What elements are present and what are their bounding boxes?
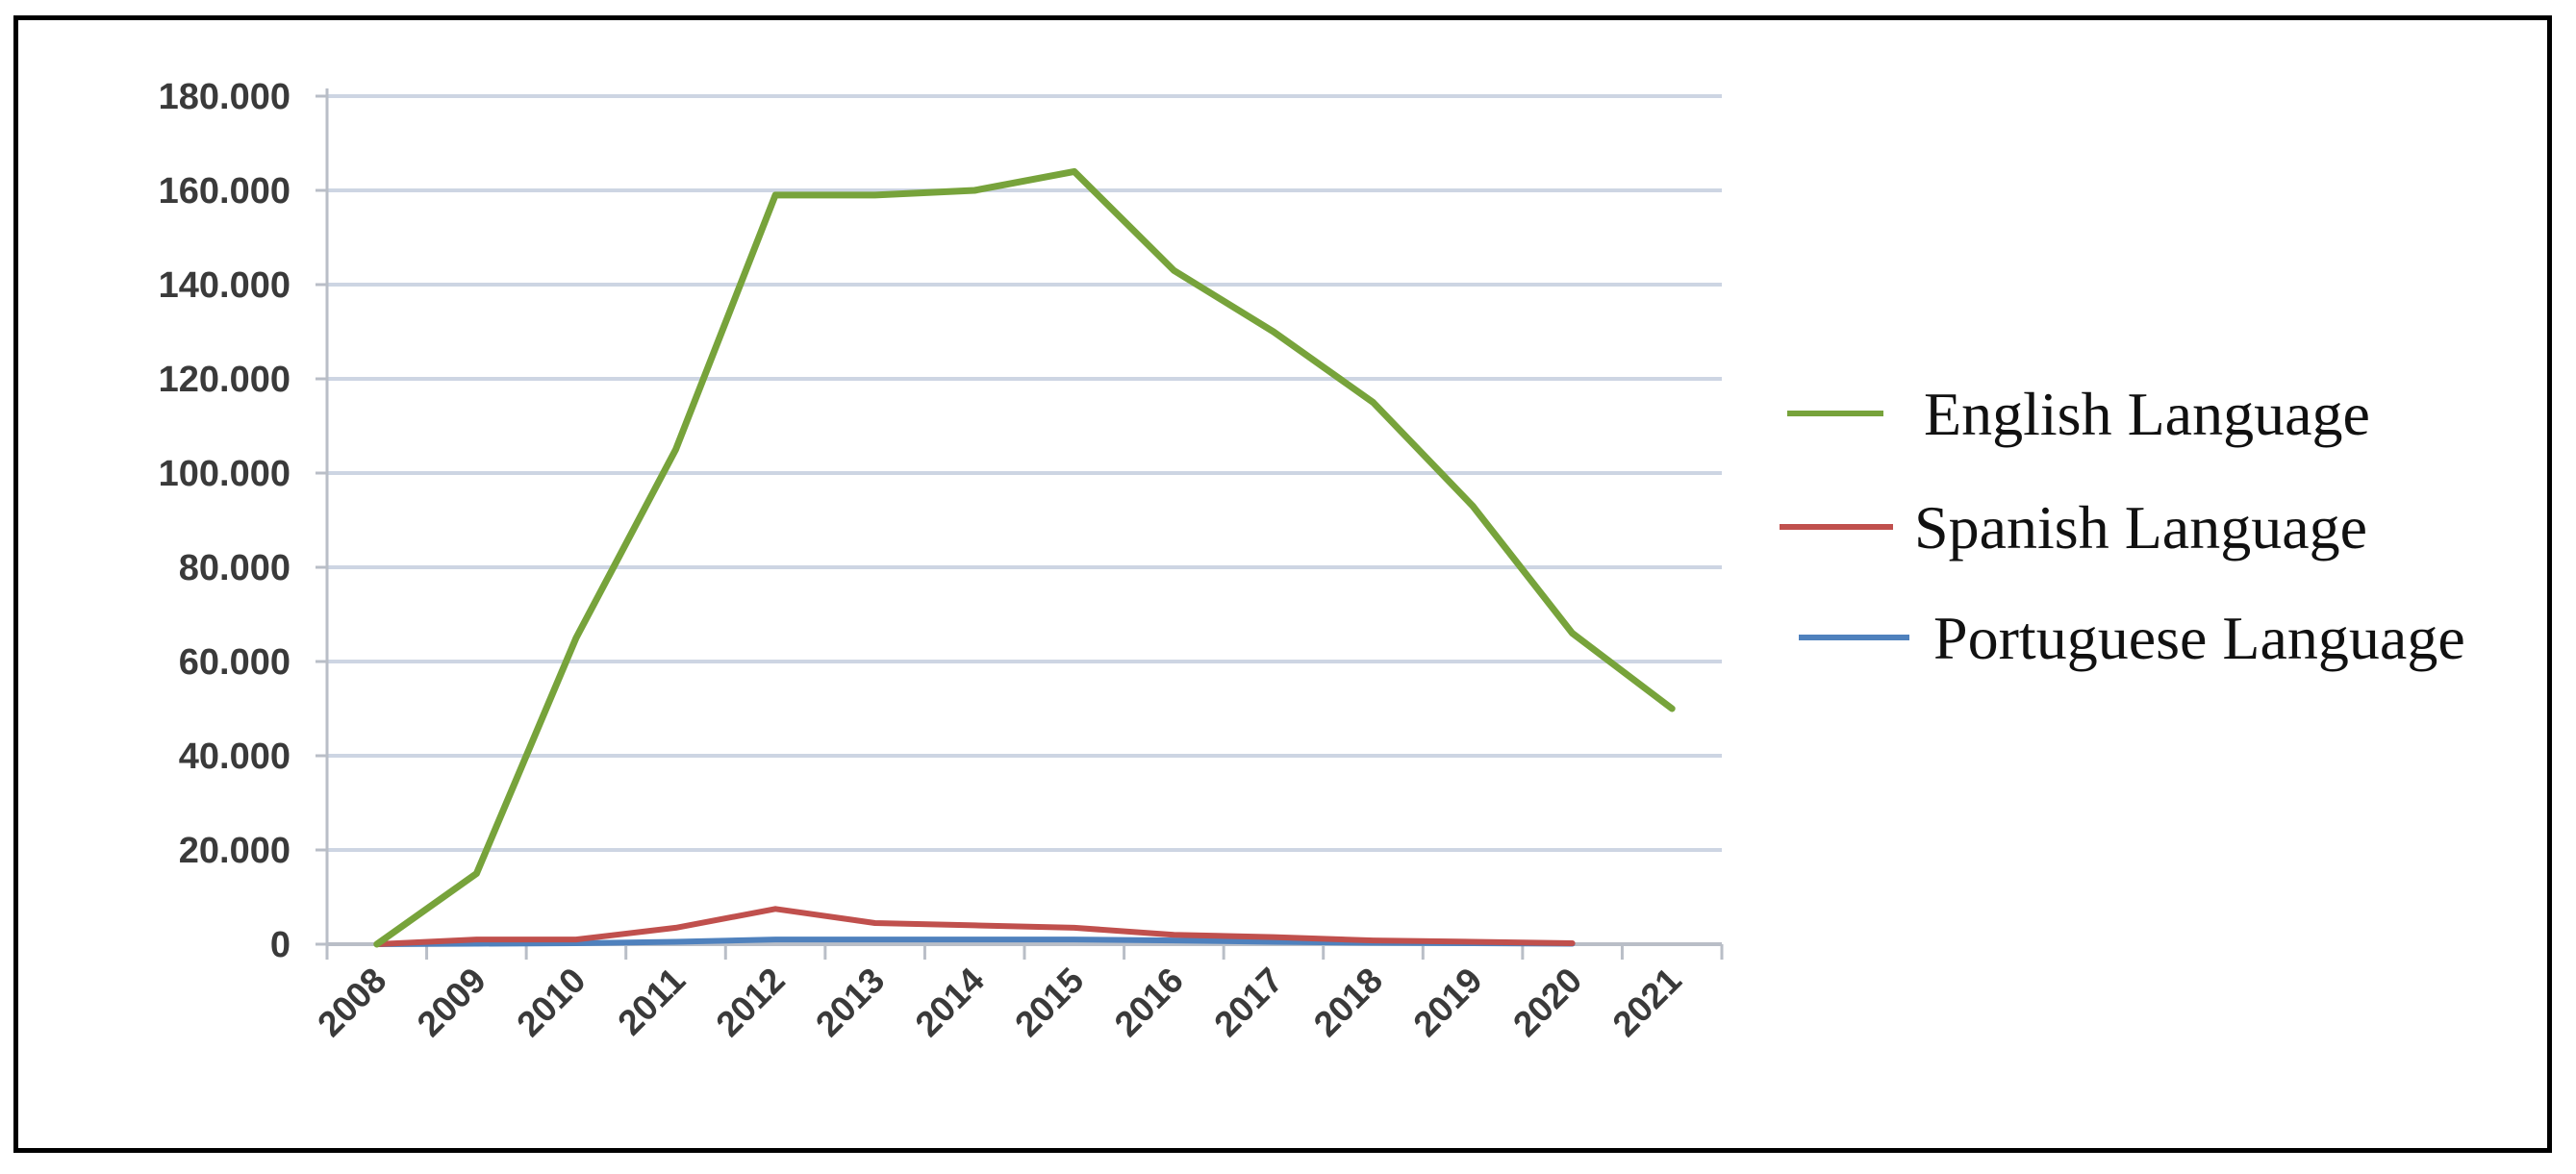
axes [316, 88, 1724, 960]
legend-label: English Language [1924, 380, 2370, 448]
gridlines [327, 94, 1722, 852]
legend-label: Spanish Language [1914, 493, 2367, 562]
series-line-spanish-language [373, 906, 1576, 947]
x-tick-label: 2012 [709, 961, 793, 1044]
x-tick-label: 2014 [908, 960, 992, 1043]
legend-item: Spanish Language [1780, 493, 2367, 562]
series-line-english-language [373, 167, 1676, 948]
x-tick-label: 2010 [509, 961, 593, 1044]
y-tick-label: 40.000 [179, 737, 290, 777]
x-tick-label: 2021 [1605, 961, 1689, 1044]
y-tick-label: 20.000 [179, 831, 290, 871]
x-tick-label: 2011 [610, 961, 693, 1043]
y-tick-label: 180.000 [159, 77, 290, 117]
x-axis-tick-labels: 2008 2009 2010 2011 2012 2013 2014 2015 2016 2017… [310, 960, 1689, 1043]
x-tick-label: 2020 [1505, 961, 1589, 1044]
y-tick-label: 120.000 [159, 360, 290, 400]
x-tick-label: 2009 [410, 961, 493, 1044]
legend-item: Portuguese Language [1799, 604, 2465, 672]
y-tick-label: 0 [270, 925, 290, 965]
x-tick-label: 2019 [1406, 961, 1490, 1044]
y-tick-label: 140.000 [159, 265, 290, 306]
legend-item: English Language [1787, 380, 2370, 448]
series-lines [373, 167, 1676, 948]
y-tick-label: 100.000 [159, 454, 290, 494]
x-tick-label: 2015 [1007, 961, 1091, 1044]
y-tick-label: 160.000 [159, 171, 290, 212]
x-tick-label: 2013 [808, 961, 892, 1044]
x-tick-label: 2017 [1206, 961, 1290, 1044]
chart-frame [13, 15, 2552, 1153]
legend: English Language Spanish Language Portugue… [1780, 380, 2465, 672]
y-axis-tick-labels: 0 20.000 40.000 60.000 80.000 100.000 120.000 1… [159, 77, 290, 965]
legend-label: Portuguese Language [1933, 604, 2465, 672]
x-tick-label: 2018 [1306, 961, 1390, 1044]
x-tick-label: 2016 [1107, 961, 1191, 1044]
x-tick-label: 2008 [310, 961, 393, 1044]
y-tick-label: 80.000 [179, 548, 290, 588]
y-tick-label: 60.000 [179, 642, 290, 683]
